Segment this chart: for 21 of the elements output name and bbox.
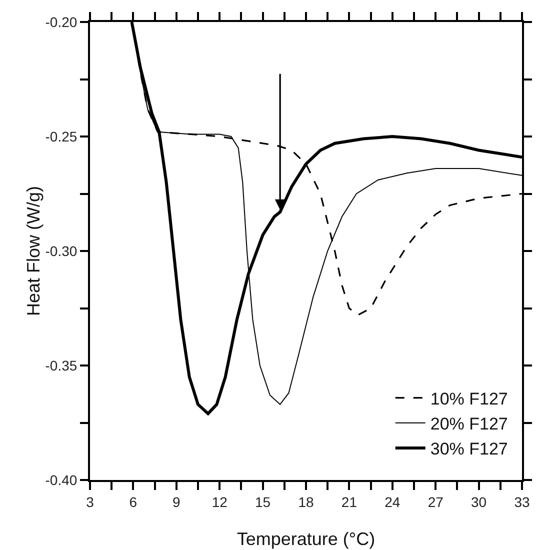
x-tick-label: 33 [514, 494, 530, 510]
x-tick-label: 18 [298, 494, 314, 510]
x-tick-label: 3 [86, 494, 94, 510]
x-tick-label: 6 [129, 494, 138, 510]
y-axis-title: Heat Flow (W/g) [23, 186, 44, 316]
y-tick-label: -0.35 [45, 357, 78, 374]
y-tick-label: -0.25 [45, 128, 78, 144]
x-tick-label: 15 [255, 494, 271, 510]
x-tick-label: 12 [212, 494, 228, 510]
x-tick-label: 9 [172, 494, 180, 510]
y-tick-label: -0.20 [45, 14, 78, 30]
x-tick-label: 30 [471, 494, 487, 510]
x-tick-label: 27 [428, 494, 444, 510]
legend-label: 20% F127 [430, 414, 508, 434]
x-axis-title: Temperature (°C) [236, 529, 376, 549]
x-tick-label: 21 [341, 494, 358, 510]
legend-label: 30% F127 [430, 440, 508, 459]
x-tick-label: 24 [384, 494, 400, 510]
y-tick-label: -0.40 [45, 472, 78, 488]
y-tick-label: -0.30 [45, 242, 78, 259]
legend-label: 10% F127 [430, 389, 508, 408]
